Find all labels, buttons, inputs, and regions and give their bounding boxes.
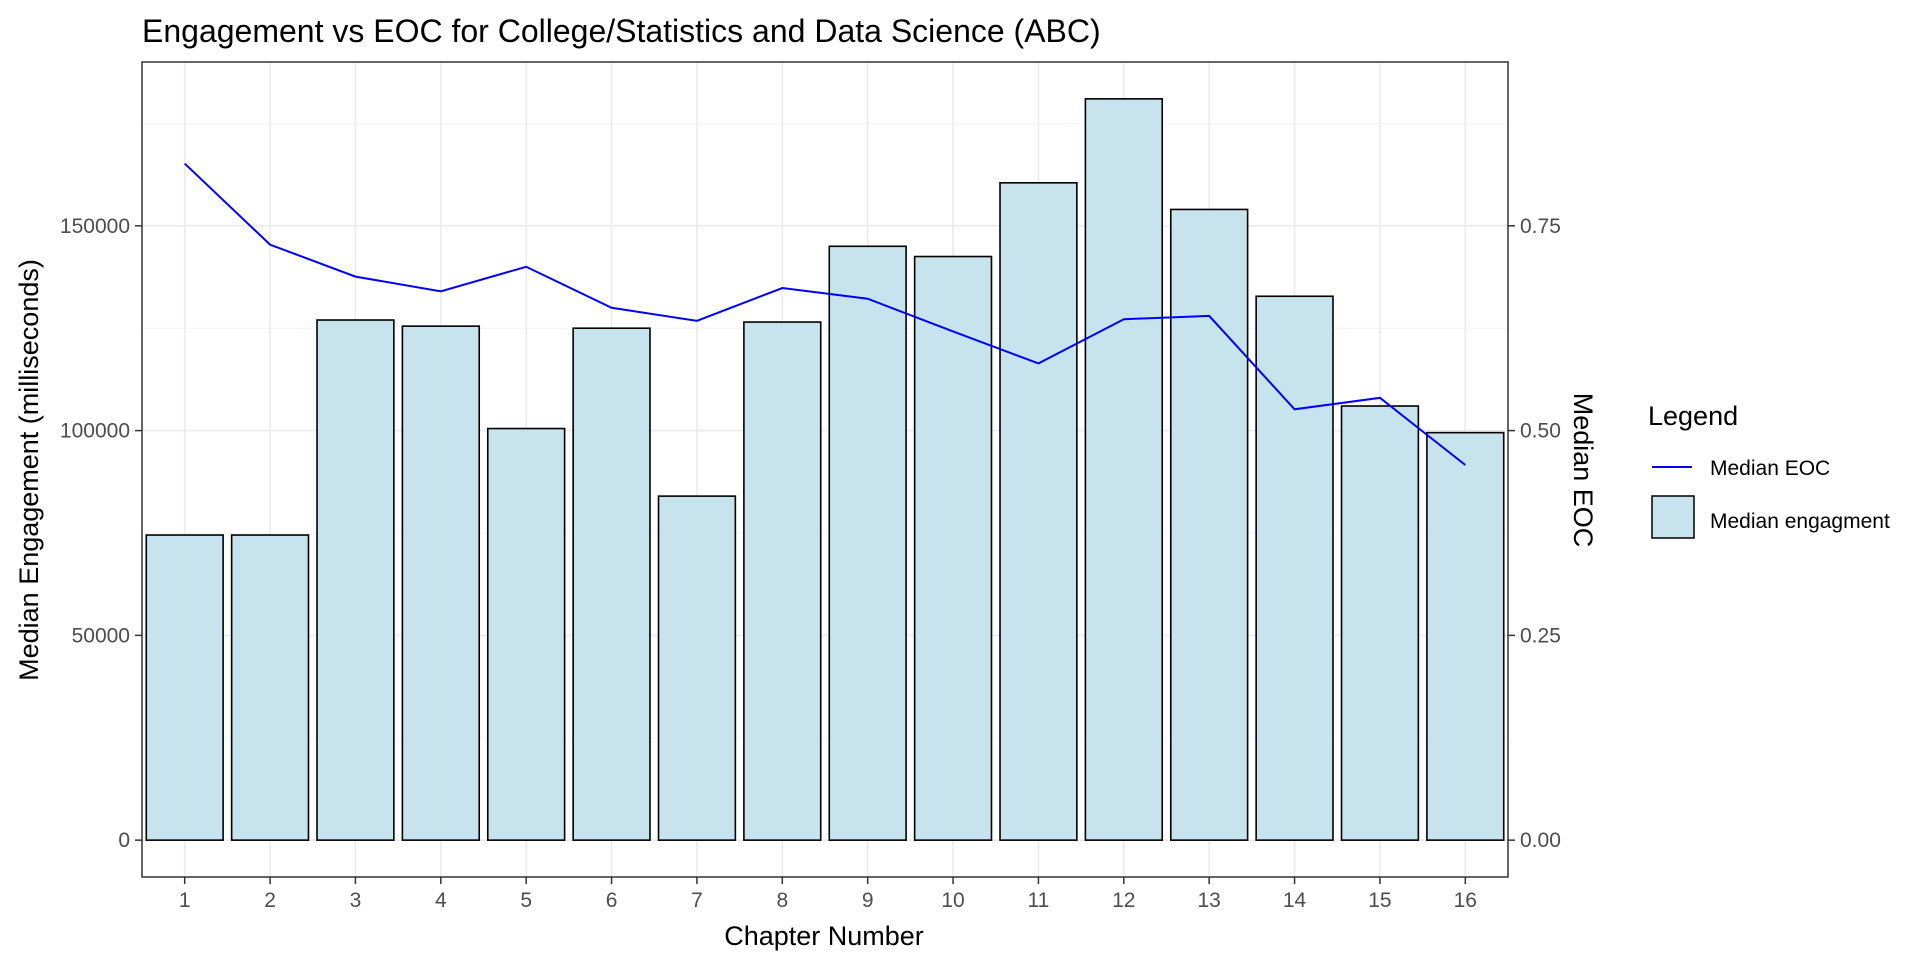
- bar-chapter-16: [1426, 431, 1505, 841]
- right-axis: 0.00 0.25 0.50 0.75: [1508, 215, 1561, 852]
- bar-chapter-9: [828, 245, 907, 841]
- bar-chapter-7: [657, 495, 737, 841]
- x-tick-label-1: 1: [179, 889, 191, 912]
- x-tick-label-12: 12: [1112, 889, 1135, 912]
- bar-chapter-8: [743, 321, 822, 841]
- y2-tick-label-3: 0.75: [1520, 215, 1561, 238]
- x-tick-label-6: 6: [606, 889, 618, 912]
- y-tick-label-2: 100000: [60, 420, 130, 443]
- x-tick-label-7: 7: [691, 889, 703, 912]
- y2-tick-label-0: 0.00: [1520, 829, 1561, 852]
- x-tick-label-10: 10: [941, 889, 964, 912]
- left-axis: 0 50000 100000 150000: [60, 215, 142, 852]
- bar-chapter-12: [1084, 98, 1164, 841]
- bar-chapter-3: [316, 319, 395, 841]
- bar-chapter-11: [999, 182, 1078, 841]
- y-tick-label-3: 150000: [60, 215, 130, 238]
- x-tick-label-11: 11: [1028, 889, 1050, 912]
- legend: Legend Median EOC Median engagment: [1648, 401, 1890, 539]
- x-tick-label-15: 15: [1368, 889, 1391, 912]
- x-tick-label-14: 14: [1283, 889, 1307, 912]
- bar-chapter-2: [230, 534, 310, 841]
- x-tick-label-13: 13: [1198, 889, 1221, 912]
- legend-title: Legend: [1648, 401, 1738, 431]
- bar-chapter-6: [572, 327, 651, 841]
- x-tick-label-3: 3: [350, 889, 362, 912]
- chart-title: Engagement vs EOC for College/Statistics…: [142, 13, 1101, 49]
- y2-tick-label-1: 0.25: [1520, 624, 1561, 647]
- bar-chapter-5: [486, 427, 566, 841]
- y-tick-label-1: 50000: [72, 624, 130, 647]
- y-axis-title: Median Engagement (milliseconds): [14, 259, 44, 681]
- y-tick-label-0: 0: [118, 829, 130, 852]
- legend-key-bar: [1651, 495, 1695, 539]
- x-tick-label-5: 5: [520, 889, 532, 912]
- x-axis: 1 2 3 4 5 6 7 8 9 10 11 12 13 14 15 16: [179, 877, 1477, 912]
- bar-chapter-14: [1255, 295, 1334, 841]
- x-tick-label-9: 9: [862, 889, 874, 912]
- legend-label-engagement: Median engagment: [1710, 510, 1890, 533]
- legend-label-eoc: Median EOC: [1710, 457, 1830, 480]
- panel-border: [141, 61, 1509, 878]
- bar-chapter-4: [401, 325, 481, 841]
- x-axis-title: Chapter Number: [724, 921, 924, 951]
- bar-chapter-1: [145, 534, 224, 841]
- bar-chapter-13: [1169, 208, 1249, 841]
- y2-tick-label-2: 0.50: [1520, 420, 1561, 443]
- bar-chapter-10: [913, 255, 993, 841]
- y2-axis-title: Median EOC: [1568, 393, 1598, 548]
- x-tick-label-4: 4: [435, 889, 447, 912]
- x-tick-label-8: 8: [776, 889, 788, 912]
- x-tick-label-2: 2: [264, 889, 276, 912]
- eoc-line: [184, 162, 1466, 466]
- x-tick-label-16: 16: [1454, 889, 1477, 912]
- bar-chapter-15: [1340, 405, 1420, 841]
- bar-series: [145, 98, 1505, 841]
